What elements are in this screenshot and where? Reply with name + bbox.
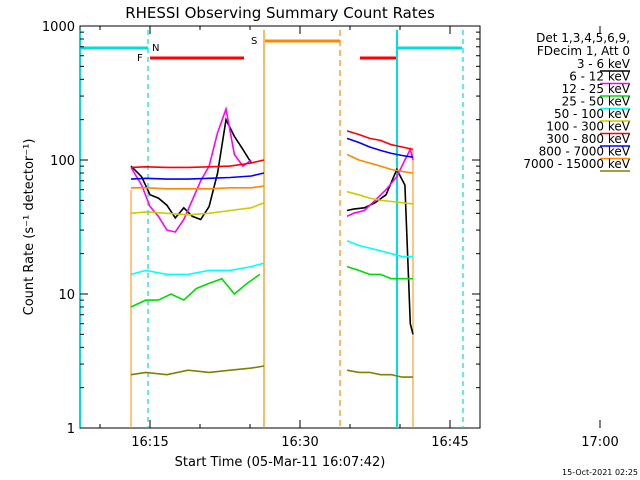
legend-entry: 50 - 100 keV xyxy=(554,107,631,121)
x-axis-label: Start Time (05-Mar-11 16:07:42) xyxy=(175,455,386,470)
x-tick-label: 17:00 xyxy=(581,435,618,450)
y-tick-label: 1 xyxy=(67,422,75,437)
y-axis: 1 10 100 1000 xyxy=(42,20,480,437)
legend-entry: 7000 - 15000 keV xyxy=(523,157,630,171)
series-line xyxy=(346,369,413,378)
series-line xyxy=(346,190,414,205)
series-line xyxy=(130,262,265,276)
series-line xyxy=(131,185,265,190)
flag-letter-n: N xyxy=(152,43,159,54)
legend-header: Det 1,3,4,5,6,9, xyxy=(536,31,630,45)
series-line xyxy=(130,117,252,221)
series-line xyxy=(346,265,413,280)
timestamp: 15-Oct-2021 02:25 xyxy=(562,468,638,477)
series-line xyxy=(130,159,265,169)
series-layer xyxy=(130,106,414,378)
x-tick-label: 16:15 xyxy=(131,435,168,450)
y-tick-label: 10 xyxy=(58,288,75,303)
series-line xyxy=(130,273,261,308)
y-tick-label: 100 xyxy=(50,154,75,169)
series-line xyxy=(346,130,414,151)
series-line xyxy=(346,147,414,218)
legend: Det 1,3,4,5,6,9,FDecim 1, Att 03 - 6 keV… xyxy=(523,31,631,172)
series-line xyxy=(130,365,265,376)
series-line xyxy=(346,167,414,335)
y-tick-label: 1000 xyxy=(42,20,75,35)
y-axis-label: Count Rate (s⁻¹ detector⁻¹) xyxy=(22,139,37,316)
legend-entry: 100 - 300 keV xyxy=(546,120,630,134)
x-tick-label: 16:45 xyxy=(431,435,468,450)
series-line xyxy=(346,153,414,174)
legend-entry: 300 - 800 keV xyxy=(546,132,630,146)
series-line xyxy=(130,172,265,180)
x-tick-label: 16:30 xyxy=(281,435,318,450)
legend-entry: 6 - 12 keV xyxy=(569,70,631,84)
legend-entry: 25 - 50 keV xyxy=(562,95,631,109)
series-line xyxy=(346,239,413,258)
flag-letter-s: S xyxy=(251,36,257,47)
legend-entry: 3 - 6 keV xyxy=(577,57,631,71)
chart-title: RHESSI Observing Summary Count Rates xyxy=(125,4,435,22)
series-line xyxy=(130,201,265,216)
series-line xyxy=(346,137,414,158)
legend-entry: 12 - 25 keV xyxy=(562,82,631,96)
series-line xyxy=(130,106,252,233)
flag-letter-f: F xyxy=(137,53,143,64)
legend-header: FDecim 1, Att 0 xyxy=(537,44,630,58)
flag-layer: NF S xyxy=(79,30,464,428)
legend-entry: 800 - 7000 keV xyxy=(539,145,631,159)
plot-frame xyxy=(79,25,481,429)
